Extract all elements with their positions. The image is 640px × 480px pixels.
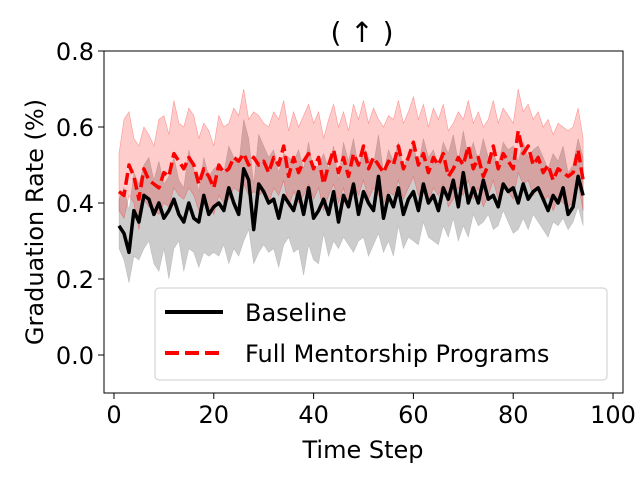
legend: Baseline Full Mentorship Programs <box>154 287 608 381</box>
y-tick-label: 0.2 <box>56 266 94 294</box>
y-tick-label: 0.8 <box>56 38 94 66</box>
y-tick-label: 0.4 <box>56 190 94 218</box>
line-full-mentorship-programs <box>117 129 585 201</box>
legend-label-baseline: Baseline <box>245 299 347 327</box>
chart-title: ( ↑ ) <box>330 16 393 49</box>
x-tick-label: 40 <box>298 401 329 429</box>
plot-area-frame <box>103 50 624 394</box>
legend-box <box>154 287 608 381</box>
x-tick-label: 20 <box>199 401 230 429</box>
x-tick-label: 60 <box>398 401 429 429</box>
y-axis-label: Graduation Rate (%) <box>21 99 49 345</box>
confidence-bands <box>118 88 584 283</box>
line-baseline <box>117 167 585 255</box>
x-axis-label: Time Step <box>301 436 423 464</box>
y-tick-label: 0.0 <box>56 342 94 370</box>
y-axis-ticks: 0.0 0.2 0.4 0.6 0.8 <box>56 38 104 370</box>
series-lines <box>117 129 585 255</box>
x-axis-ticks: 0 20 40 60 80 100 <box>106 393 636 429</box>
x-tick-label: 100 <box>590 401 636 429</box>
y-tick-label: 0.6 <box>56 114 94 142</box>
legend-label-full-mentorship-programs: Full Mentorship Programs <box>245 340 549 368</box>
x-tick-label: 0 <box>106 401 121 429</box>
x-tick-label: 80 <box>498 401 529 429</box>
